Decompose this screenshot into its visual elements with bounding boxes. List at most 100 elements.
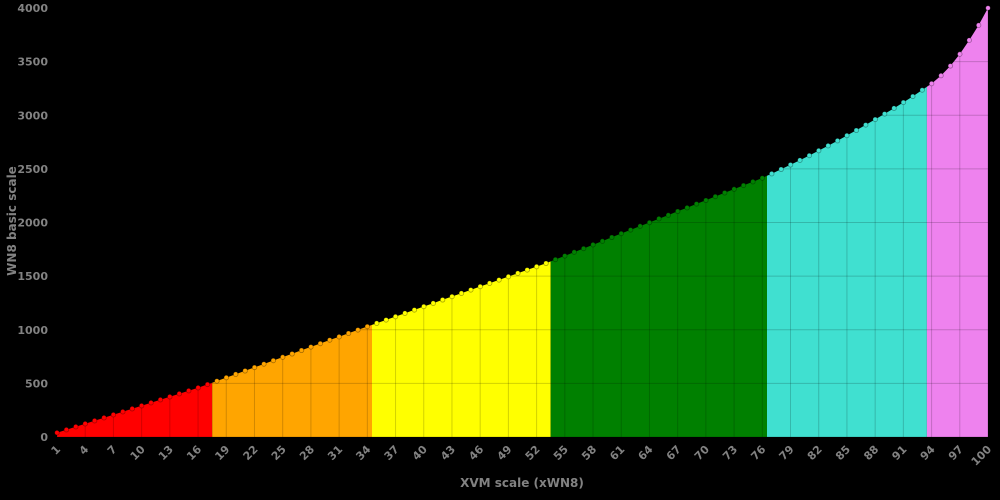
x-tick-label: 88: [861, 443, 881, 463]
x-tick-label: 4: [77, 443, 92, 458]
data-point: [374, 320, 380, 326]
x-tick-label: 40: [410, 443, 430, 463]
data-point: [524, 267, 530, 273]
data-point: [73, 424, 79, 430]
data-point: [430, 300, 436, 306]
data-point: [580, 245, 587, 252]
x-tick-label: 7: [105, 443, 120, 458]
data-point: [280, 354, 286, 360]
data-point: [599, 238, 606, 244]
data-point: [825, 142, 831, 149]
area-band-average: [372, 261, 551, 437]
x-tick-label: 70: [692, 443, 712, 463]
data-point: [703, 197, 709, 203]
data-point: [317, 340, 323, 347]
data-point: [712, 193, 718, 200]
data-point: [881, 111, 888, 117]
data-point: [675, 208, 681, 214]
x-tick-label: 73: [720, 443, 740, 463]
data-point: [637, 223, 643, 229]
x-tick-label: 61: [607, 443, 627, 463]
x-tick-label: 100: [969, 443, 995, 469]
data-point: [157, 397, 164, 403]
x-tick-label: 67: [664, 443, 684, 463]
data-point: [138, 403, 145, 409]
x-tick-label: 76: [748, 443, 768, 463]
data-point: [863, 122, 869, 128]
data-point: [778, 166, 784, 172]
data-point: [421, 303, 427, 310]
data-point: [364, 323, 370, 330]
data-point: [552, 256, 559, 263]
data-point: [242, 368, 248, 374]
data-point: [853, 127, 859, 133]
data-point: [947, 63, 954, 69]
data-point: [505, 273, 512, 280]
data-point: [571, 249, 577, 255]
x-tick-label: 10: [128, 443, 148, 463]
data-point: [336, 334, 342, 340]
data-point: [543, 260, 549, 266]
data-point: [298, 347, 305, 353]
x-tick-label: 97: [946, 443, 966, 463]
data-point: [402, 310, 408, 316]
data-point: [468, 287, 474, 293]
data-point: [458, 290, 465, 296]
data-point: [759, 175, 765, 181]
area-band-bad: [212, 324, 372, 437]
data-point: [185, 388, 192, 394]
data-point: [750, 178, 756, 185]
data-point: [872, 116, 878, 123]
x-tick-label: 64: [636, 443, 656, 463]
area-band-unique: [926, 8, 988, 437]
x-tick-label: 31: [325, 443, 345, 463]
data-point: [910, 93, 916, 100]
data-point: [204, 381, 211, 388]
y-tick-label: 0: [40, 431, 48, 444]
data-point: [787, 162, 794, 168]
data-point: [693, 201, 700, 207]
x-tick-label: 1: [49, 443, 64, 458]
data-point: [740, 182, 747, 189]
data-point: [627, 227, 634, 233]
data-point: [646, 219, 653, 226]
data-point: [957, 51, 963, 57]
data-point: [486, 280, 493, 286]
data-point: [665, 212, 671, 218]
area-band-very-good: [767, 86, 927, 438]
data-point: [919, 87, 925, 93]
data-point: [289, 351, 295, 357]
y-tick-label: 1000: [17, 324, 48, 337]
x-tick-label: 13: [156, 443, 176, 463]
data-point: [91, 418, 98, 424]
data-point: [816, 147, 822, 154]
data-point: [195, 385, 201, 391]
data-point: [533, 263, 540, 270]
x-tick-label: 37: [382, 443, 402, 463]
x-tick-label: 58: [579, 443, 599, 463]
y-tick-label: 500: [25, 377, 48, 390]
data-point: [270, 357, 276, 364]
data-point: [327, 337, 333, 343]
data-point: [392, 313, 399, 320]
x-axis-title: XVM scale (xWN8): [460, 476, 584, 490]
data-point: [891, 105, 897, 111]
data-point: [834, 137, 841, 144]
data-point: [844, 132, 850, 139]
y-tick-label: 2500: [17, 163, 48, 176]
data-point: [562, 253, 568, 259]
data-point: [355, 327, 361, 333]
data-point: [928, 80, 935, 87]
y-tick-label: 1500: [17, 270, 48, 283]
y-tick-label: 2000: [17, 217, 48, 230]
data-point: [411, 307, 418, 313]
data-point: [900, 99, 907, 106]
data-point: [590, 241, 596, 248]
data-point: [63, 427, 70, 433]
data-point: [477, 283, 483, 290]
data-point: [731, 186, 737, 192]
data-point: [515, 270, 521, 276]
data-point: [148, 400, 154, 406]
data-point: [54, 430, 60, 436]
